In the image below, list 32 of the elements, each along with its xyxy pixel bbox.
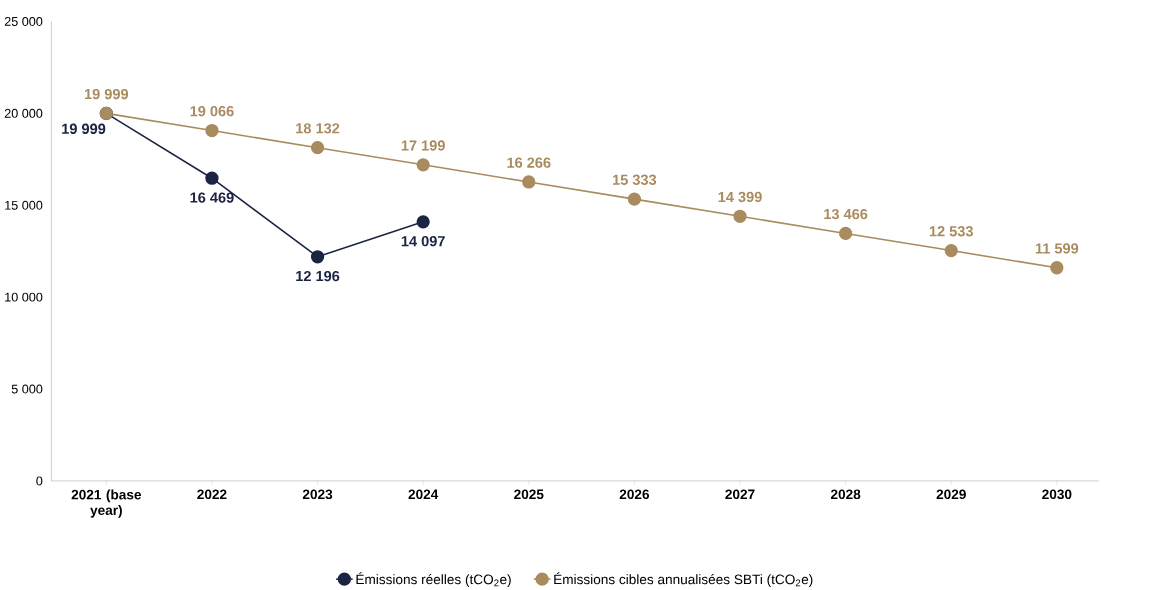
data-label: 12 533 [929,226,973,237]
y-tick-label: 0 [36,476,43,486]
data-label: 17 199 [401,140,445,151]
legend-label: Émissions cibles annualisées SBTi (tCO$_{2}$e) [554,572,813,587]
data-label: 15 333 [613,174,657,186]
x-tick-label: 2030 [1042,489,1072,500]
data-label: 16 266 [507,157,551,168]
x-tick-label: 2029 [936,489,966,500]
x-tick-label: 2021 (base year) [71,489,142,518]
y-tick-label: 10 000 [5,292,43,302]
data-label: 14 097 [401,236,445,247]
y-tick-label: 25 000 [4,17,43,26]
x-tick-label: 2023 [302,489,333,500]
y-tick-label: 15 000 [5,200,43,210]
data-label: 18 132 [296,123,340,134]
data-label: 11 599 [1035,243,1079,254]
x-tick-label: 2024 [408,489,439,500]
legend-label: Émissions réelles (tCO$_{2}$e) [356,572,511,587]
data-label: 19 066 [190,106,234,117]
x-tick-label: 2022 [197,489,227,500]
y-tick-label: 5 000 [11,384,43,394]
x-tick-label: 2026 [619,489,650,500]
y-tick-label: 20 000 [4,108,43,118]
data-label: 16 469 [190,192,234,203]
data-label: 12 196 [296,270,340,282]
data-label: 19 999 [62,123,106,135]
x-tick-label: 2027 [725,489,755,500]
x-tick-label: 2025 [514,489,544,500]
data-label: 14 399 [718,191,762,203]
x-tick-label: 2028 [830,489,861,500]
data-label: 13 466 [824,208,868,220]
data-label: 19 999 [84,88,129,100]
